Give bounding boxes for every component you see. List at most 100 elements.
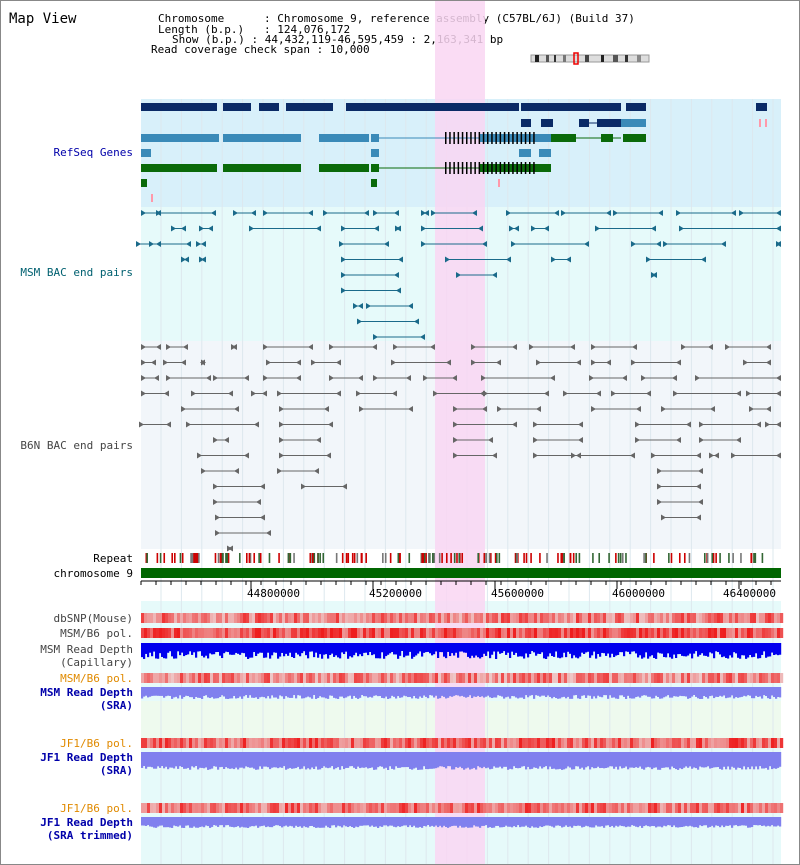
b6n-bac-end-end xyxy=(260,483,265,490)
jf1-depth-sra-bar xyxy=(205,752,208,768)
jf1-depth-sra-bar xyxy=(329,752,332,768)
jf1-depth-sra-bar xyxy=(187,752,190,768)
b6n-bac-end-end xyxy=(263,344,268,350)
dbsnp-strip xyxy=(231,613,235,623)
jf1-b6-pol-strip xyxy=(159,738,163,748)
msm-depth-sra-bar xyxy=(687,687,690,699)
jf1-depth-sra-bar xyxy=(773,752,776,769)
jf1-b6-pol-trim-strip xyxy=(618,803,622,813)
dbsnp-strip xyxy=(492,613,496,623)
track-label-msm-depth-sra-sub: (SRA) xyxy=(99,699,133,712)
repeat-mark xyxy=(750,553,753,563)
msm-depth-capillary-bar xyxy=(757,643,760,659)
b6n-bac-end-end xyxy=(482,406,487,412)
repeat-mark xyxy=(398,553,400,563)
refseq-gene-green-exon xyxy=(223,164,301,172)
b6n-bac-end-end xyxy=(578,437,583,443)
msm-b6-pol-strip xyxy=(159,628,163,638)
jf1-b6-pol-trim-strip xyxy=(687,803,691,813)
jf1-b6-pol-trim-strip xyxy=(291,803,295,813)
jf1-depth-sra-bar xyxy=(429,752,432,769)
jf1-b6-pol-strip xyxy=(666,738,670,748)
repeat-mark xyxy=(445,553,448,563)
jf1-depth-trim-bar xyxy=(309,817,312,826)
msm-b6-pol-strip xyxy=(732,628,736,638)
jf1-depth-sra-bar xyxy=(581,752,584,768)
msm-bac-end-end xyxy=(396,287,401,294)
b6n-bac-end-end xyxy=(262,390,267,397)
msm-b6-pol-sra-strip xyxy=(321,673,325,683)
jf1-depth-trim-bar xyxy=(387,817,390,827)
jf1-depth-sra-bar xyxy=(573,752,576,770)
msm-depth-capillary-bar xyxy=(479,643,482,659)
jf1-b6-pol-trim-strip xyxy=(702,803,706,813)
msm-depth-capillary-bar xyxy=(219,643,222,656)
msm-depth-capillary-bar xyxy=(349,643,352,657)
repeat-mark xyxy=(477,553,480,563)
jf1-b6-pol-trim-strip xyxy=(753,803,757,813)
jf1-depth-trim-bar xyxy=(697,817,700,828)
msm-depth-sra-bar xyxy=(743,687,746,696)
repeat-mark xyxy=(258,553,260,563)
jf1-b6-pol-trim-strip xyxy=(369,803,373,813)
msm-b6-pol-strip xyxy=(675,628,679,638)
dbsnp-strip xyxy=(732,613,736,623)
jf1-depth-sra-bar xyxy=(627,752,630,770)
msm-b6-pol-strip xyxy=(537,628,541,638)
dbsnp-strip xyxy=(474,613,478,623)
msm-depth-sra-bar xyxy=(737,687,740,698)
jf1-depth-trim-bar xyxy=(561,817,564,828)
jf1-depth-sra-bar xyxy=(411,752,414,770)
dbsnp-strip xyxy=(645,613,649,623)
msm-bac-end-end xyxy=(679,225,684,232)
msm-depth-capillary-bar xyxy=(727,643,730,659)
jf1-depth-trim-bar xyxy=(497,817,500,826)
refseq-gene-navy-exon xyxy=(259,103,279,111)
msm-depth-sra-bar xyxy=(485,687,488,697)
jf1-depth-sra-bar xyxy=(479,752,482,768)
msm-depth-sra-bar xyxy=(627,687,630,696)
jf1-b6-pol-trim-strip xyxy=(777,803,781,813)
jf1-depth-trim-bar xyxy=(549,817,552,826)
jf1-depth-sra-bar xyxy=(493,752,496,767)
msm-depth-capillary-bar xyxy=(221,643,224,659)
msm-depth-sra-bar xyxy=(741,687,744,697)
exon-tick xyxy=(520,132,523,144)
jf1-b6-pol-trim-strip xyxy=(462,803,466,813)
msm-b6-pol-sra-strip xyxy=(384,673,388,683)
msm-depth-capillary-bar xyxy=(517,643,520,657)
jf1-depth-trim-bar xyxy=(425,817,428,827)
msm-depth-sra-bar xyxy=(159,687,162,696)
b6n-bac-end-end xyxy=(661,514,666,521)
msm-b6-pol-sra-strip xyxy=(492,673,496,683)
b6n-bac-end-end xyxy=(201,468,206,474)
jf1-depth-sra-bar xyxy=(511,752,514,770)
track-label-jf1-depth-trim: JF1 Read Depth xyxy=(40,816,133,829)
msm-depth-sra-bar xyxy=(599,687,602,697)
msm-depth-capillary-bar xyxy=(467,643,470,657)
msm-depth-sra-bar xyxy=(179,687,182,696)
jf1-b6-pol-strip xyxy=(354,738,358,748)
dbsnp-strip xyxy=(702,613,706,623)
msm-depth-sra-bar xyxy=(607,687,610,699)
dbsnp-strip xyxy=(141,613,145,623)
repeat-mark xyxy=(253,553,256,563)
msm-depth-sra-bar xyxy=(415,687,418,699)
msm-b6-pol-strip xyxy=(414,628,418,638)
msm-depth-sra-bar xyxy=(565,687,568,699)
jf1-b6-pol-strip xyxy=(705,738,709,748)
msm-depth-capillary-bar xyxy=(681,643,684,656)
repeat-mark xyxy=(450,553,452,563)
msm-depth-capillary-bar xyxy=(503,643,506,652)
jf1-depth-sra-bar xyxy=(353,752,356,768)
jf1-depth-trim-bar xyxy=(347,817,350,828)
msm-depth-sra-bar xyxy=(343,687,346,699)
jf1-depth-trim-bar xyxy=(761,817,764,826)
msm-b6-pol-sra-strip xyxy=(369,673,373,683)
msm-depth-sra-bar xyxy=(301,687,304,699)
msm-depth-capillary-bar xyxy=(417,643,420,654)
msm-depth-capillary-bar xyxy=(185,643,188,656)
b6n-bac-end-end xyxy=(453,406,458,412)
msm-b6-pol-sra-strip xyxy=(417,673,421,683)
